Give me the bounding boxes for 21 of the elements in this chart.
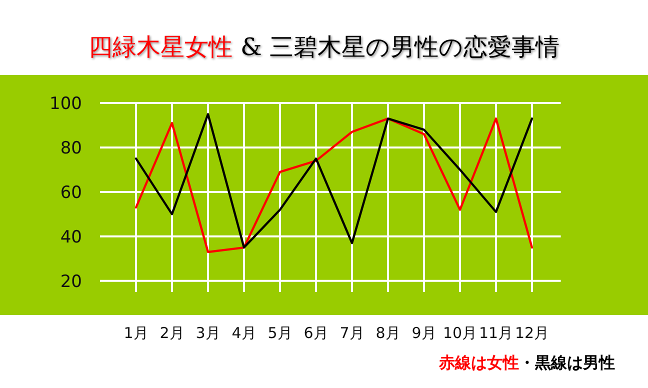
text: 赤線は女性: [438, 353, 519, 372]
x-tick-label: 11月: [478, 324, 514, 342]
x-tick-label: 12月: [514, 324, 550, 342]
y-tick-label: 40: [60, 227, 82, 248]
chart-title: 四緑木星女性: [88, 33, 232, 61]
y-tick-label: 60: [60, 182, 82, 203]
x-tick-label: 4月: [232, 324, 256, 342]
text: ・黒線は男性: [519, 353, 615, 372]
x-tick-label: 3月: [196, 324, 220, 342]
x-tick-label: 10月: [442, 324, 478, 342]
x-tick-label: 1月: [124, 324, 148, 342]
x-tick-label: 2月: [160, 324, 184, 342]
x-tick-label: 7月: [340, 324, 364, 342]
y-tick-label: 100: [50, 94, 82, 114]
x-tick-label: 8月: [376, 324, 400, 342]
chart-subtitle: & 三碧木星の男性の恋愛事情: [240, 33, 560, 61]
y-tick-label: 20: [60, 272, 82, 292]
x-tick-label: 5月: [268, 324, 292, 342]
x-tick-label: 6月: [304, 324, 328, 342]
x-tick-label: 9月: [412, 324, 436, 342]
y-tick-label: 80: [60, 138, 82, 158]
